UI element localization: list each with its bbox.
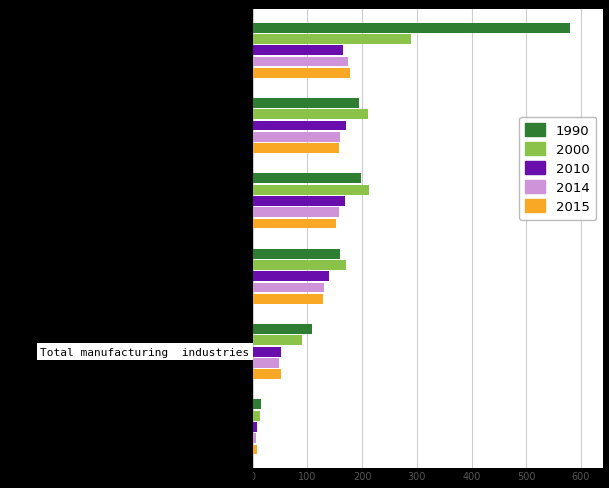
Bar: [253, 69, 350, 79]
Bar: [253, 347, 281, 357]
Bar: [253, 369, 281, 379]
Bar: [253, 219, 336, 229]
Bar: [253, 35, 412, 45]
Bar: [253, 122, 346, 131]
Bar: [253, 58, 348, 67]
Bar: [253, 133, 340, 142]
Bar: [253, 433, 256, 443]
Bar: [253, 294, 323, 304]
Text: Total manufacturing  industries: Total manufacturing industries: [40, 347, 250, 357]
Legend: 1990, 2000, 2010, 2014, 2015: 1990, 2000, 2010, 2014, 2015: [519, 117, 596, 221]
Bar: [253, 99, 359, 109]
Bar: [253, 24, 570, 34]
Bar: [253, 208, 339, 218]
Bar: [253, 336, 302, 346]
Bar: [253, 411, 260, 421]
Bar: [253, 422, 257, 432]
Bar: [253, 283, 324, 293]
Bar: [253, 185, 368, 195]
Bar: [253, 110, 368, 120]
Bar: [253, 261, 346, 270]
Bar: [253, 272, 329, 282]
Bar: [253, 358, 279, 368]
Bar: [253, 249, 340, 259]
Bar: [253, 197, 345, 206]
Bar: [253, 144, 339, 154]
Bar: [253, 445, 256, 454]
Bar: [253, 174, 361, 184]
Bar: [253, 325, 312, 334]
Bar: [253, 46, 343, 56]
Bar: [253, 400, 261, 409]
